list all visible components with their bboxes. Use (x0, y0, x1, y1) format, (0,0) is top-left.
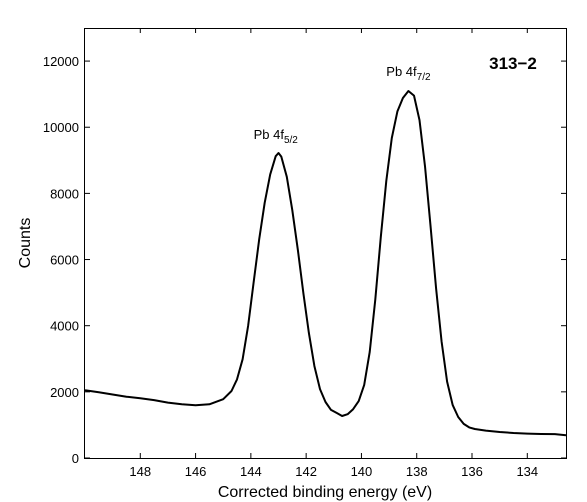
peak-label: Pb 4f7/2 (386, 64, 431, 83)
x-tick-label: 148 (129, 464, 151, 479)
peak-label-subscript: 7/2 (417, 72, 431, 83)
peak-label-base: Pb 4f (386, 64, 417, 79)
x-axis: 148 146 144 142 140 138 136 134 (129, 28, 538, 479)
sample-label: 313−2 (489, 54, 537, 73)
plot-frame (84, 28, 567, 459)
x-tick-label: 138 (406, 464, 428, 479)
x-tick-label: 134 (516, 464, 538, 479)
x-tick-label: 142 (295, 464, 317, 479)
x-tick-label: 136 (461, 464, 483, 479)
x-tick-label: 144 (240, 464, 262, 479)
y-tick-label: 10000 (43, 120, 79, 135)
peak-annotations: Pb 4f5/2Pb 4f7/2 (254, 64, 431, 146)
y-axis-label: Counts (17, 218, 34, 269)
x-tick-label: 146 (185, 464, 207, 479)
spectrum-line (84, 90, 567, 437)
peak-label: Pb 4f5/2 (254, 127, 299, 146)
y-tick-label: 0 (72, 451, 79, 466)
y-tick-label: 12000 (43, 54, 79, 69)
peak-label-subscript: 5/2 (284, 135, 298, 146)
x-axis-label: Corrected binding energy (eV) (218, 484, 432, 501)
peak-label-base: Pb 4f (254, 127, 285, 142)
y-tick-label: 2000 (50, 385, 79, 400)
x-tick-label: 140 (351, 464, 373, 479)
y-tick-label: 4000 (50, 319, 79, 334)
y-tick-label: 8000 (50, 186, 79, 201)
y-tick-label: 6000 (50, 253, 79, 268)
y-axis: 0 2000 4000 6000 8000 10000 12000 (43, 54, 566, 466)
